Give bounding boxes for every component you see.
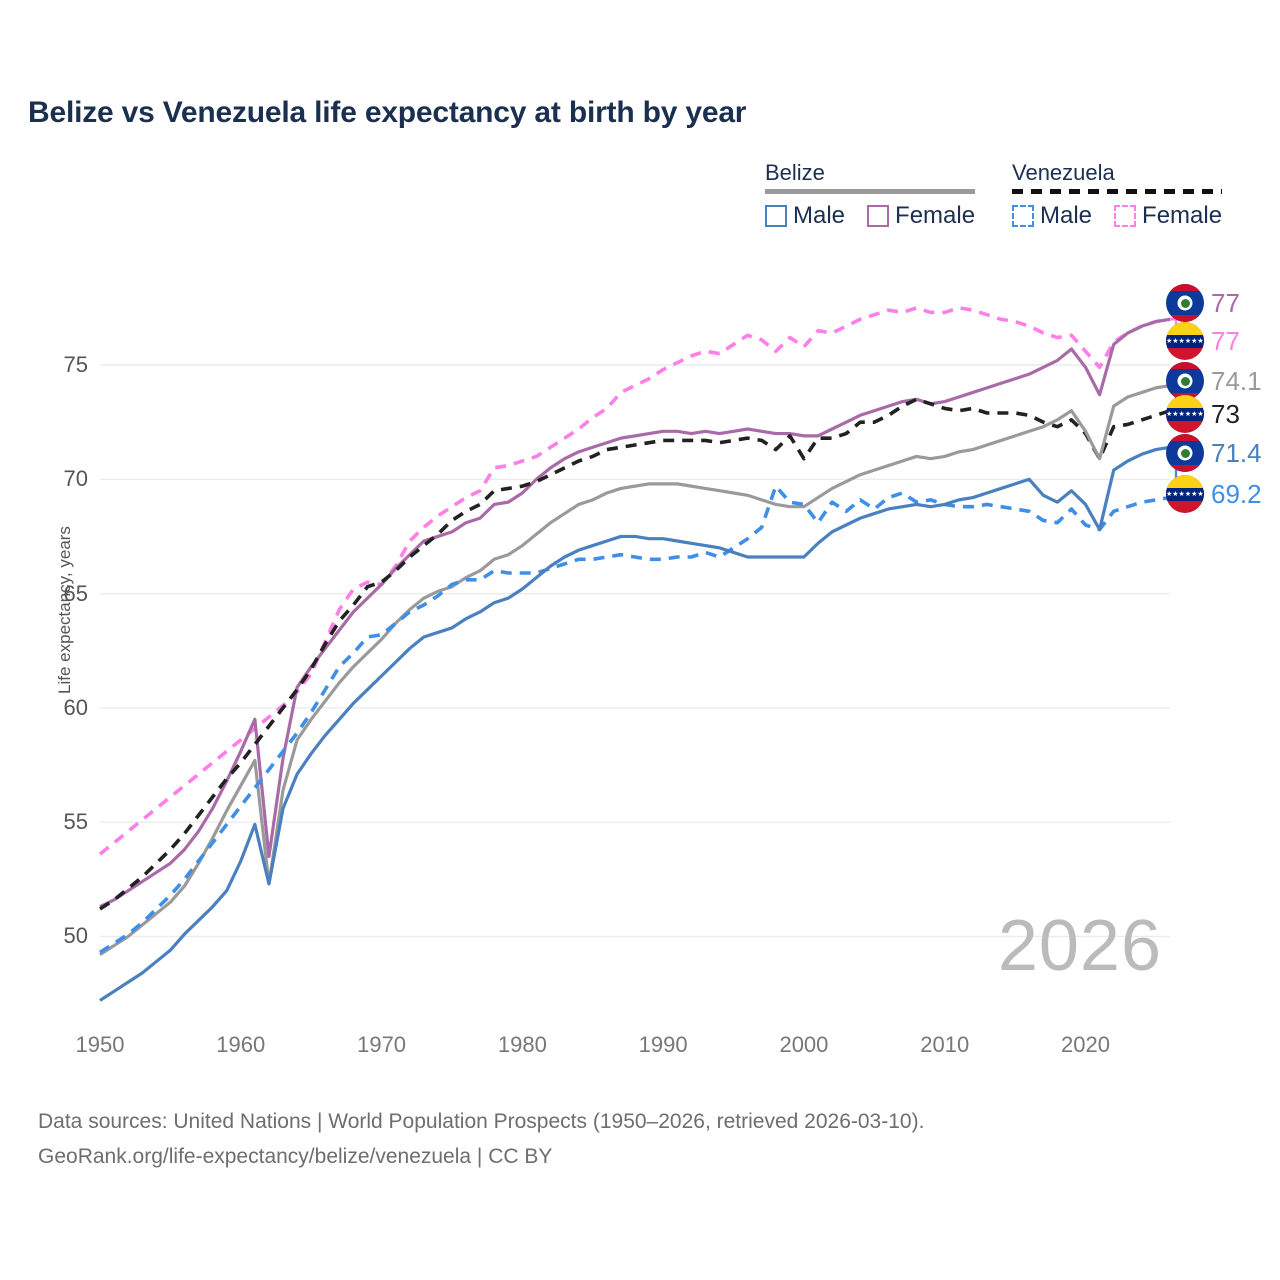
legend-item-belize-female[interactable]: Female	[867, 202, 975, 230]
legend-label-belize-female: Female	[895, 202, 976, 229]
legend-group-belize-title: Belize	[765, 160, 825, 185]
belize-flag-icon	[1166, 434, 1204, 472]
series-end-labels: 77 ★★★★★★★ 77 74.1 ★★★★★★★ 73 71.4 ★★★★★★★ 69.2	[1166, 284, 1280, 520]
legend-label-belize-male: Male	[793, 202, 846, 229]
belize-flag-icon	[1166, 284, 1204, 322]
end-label-row: 71.4	[1166, 434, 1262, 472]
end-label-value: 73	[1211, 398, 1240, 429]
legend-swatch-belize-female	[867, 205, 890, 227]
legend-rule-belize	[765, 189, 976, 194]
y-axis-tick-label: 65	[63, 580, 88, 606]
end-label-value: 69.2	[1211, 478, 1262, 509]
venezuela-stars-icon: ★★★★★★★	[1166, 491, 1204, 498]
end-label-value: 71.4	[1211, 437, 1262, 468]
grid-layer	[100, 364, 1170, 938]
series-line-venezuela-male	[99, 484, 1171, 954]
venezuela-flag-icon: ★★★★★★★	[1166, 475, 1204, 513]
series-line-belize-total	[99, 383, 1171, 957]
footer: Data sources: United Nations | World Pop…	[38, 1105, 924, 1174]
venezuela-flag-icon: ★★★★★★★	[1166, 395, 1204, 433]
year-watermark: 2026	[997, 906, 1162, 986]
y-axis-tick-label: 50	[63, 923, 88, 949]
x-axis-tick-label: 1980	[497, 1032, 547, 1057]
series-line-belize-female	[99, 317, 1171, 909]
end-label-value: 77	[1211, 325, 1240, 356]
end-label-value: 77	[1211, 287, 1240, 318]
series-line-venezuela-total	[99, 397, 1171, 911]
venezuela-flag-icon: ★★★★★★★	[1166, 322, 1204, 360]
series-line-belize-male	[99, 445, 1171, 1002]
y-axis-tick-label: 75	[63, 352, 88, 377]
belize-emblem-icon	[1175, 293, 1195, 313]
venezuela-stars-icon: ★★★★★★★	[1166, 411, 1204, 418]
legend-group-belize: Belize Male Female	[765, 160, 976, 230]
y-axis-tick-label: 55	[63, 809, 88, 835]
footer-line-attribution: GeoRank.org/life-expectancy/belize/venez…	[38, 1144, 553, 1168]
legend-swatch-belize-male	[765, 205, 787, 227]
venezuela-stars-icon: ★★★★★★★	[1166, 338, 1204, 345]
legend-item-venezuela-male[interactable]: Male	[1012, 202, 1092, 230]
belize-emblem-icon	[1175, 443, 1195, 463]
x-axis-tick-label: 2000	[779, 1032, 829, 1057]
legend-rule-venezuela	[1012, 189, 1223, 194]
footer-line-sources: Data sources: United Nations | World Pop…	[38, 1110, 925, 1133]
legend-group-venezuela-title: Venezuela	[1012, 160, 1115, 185]
belize-emblem-icon	[1175, 371, 1195, 391]
legend-swatch-venezuela-female	[1114, 205, 1137, 227]
x-axis-tick-label: 1990	[638, 1032, 688, 1057]
legend-item-venezuela-female[interactable]: Female	[1114, 202, 1222, 230]
line-chart-plot	[98, 301, 1194, 1002]
y-axis-tick-label: 60	[63, 694, 88, 720]
end-label-row: ★★★★★★★ 77	[1166, 322, 1240, 360]
x-axis-tick-label: 1970	[357, 1032, 407, 1057]
end-label-row: ★★★★★★★ 69.2	[1166, 475, 1262, 513]
legend-item-belize-male[interactable]: Male	[765, 202, 845, 230]
y-axis-tick-label: 70	[63, 466, 88, 492]
end-label-row: ★★★★★★★ 73	[1166, 395, 1240, 433]
end-label-value: 74.1	[1211, 365, 1262, 396]
y-axis-label: Life expectancy, years	[55, 526, 74, 694]
x-axis-tick-label: 1960	[216, 1032, 266, 1057]
page-title: Belize vs Venezuela life expectancy at b…	[28, 96, 747, 129]
legend-group-venezuela: Venezuela Male Female	[1012, 160, 1223, 230]
series-line-venezuela-female	[98, 306, 1171, 856]
legend-label-venezuela-male: Male	[1040, 202, 1093, 229]
end-label-row: 77	[1166, 284, 1240, 322]
series-layer	[98, 306, 1171, 1002]
legend-swatch-venezuela-male	[1012, 205, 1034, 227]
x-axis-tick-label: 1950	[75, 1032, 125, 1057]
chart-legend: Belize Male Female Venezuela Male	[760, 160, 1260, 245]
x-axis-tick-label: 2010	[920, 1032, 970, 1057]
x-axis-tick-label: 2020	[1061, 1032, 1110, 1057]
legend-label-venezuela-female: Female	[1142, 202, 1223, 229]
